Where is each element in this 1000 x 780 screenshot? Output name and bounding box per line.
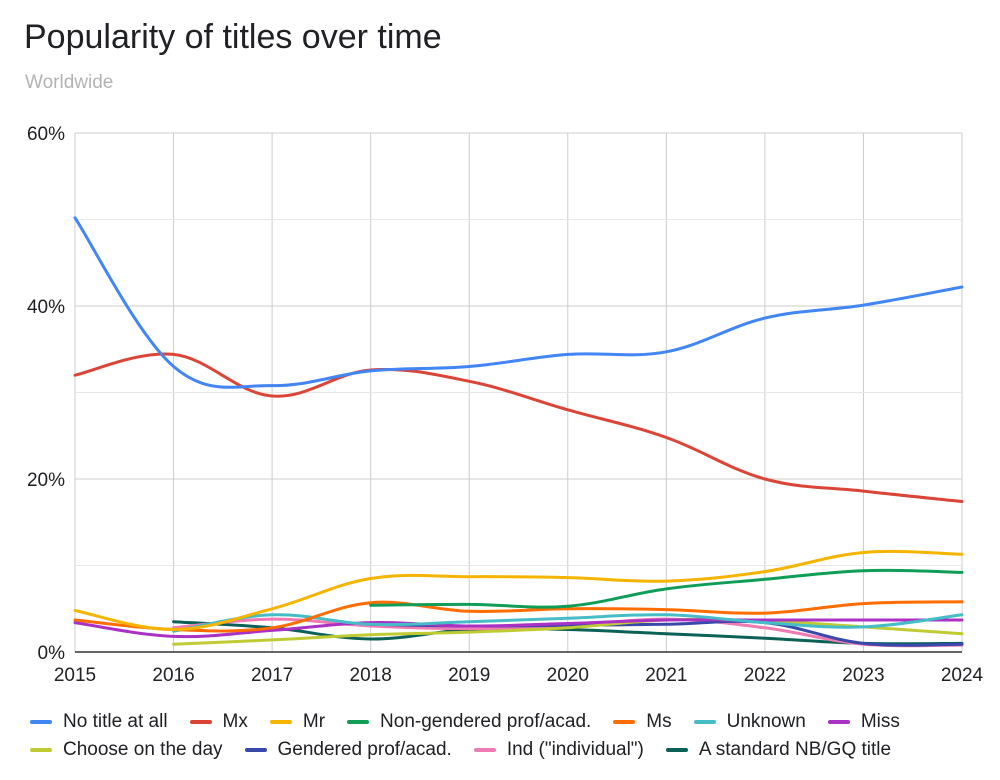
legend-label: No title at all <box>63 711 168 732</box>
y-tick-label: 20% <box>27 470 65 491</box>
legend-label: Miss <box>860 711 900 732</box>
y-tick-label: 60% <box>27 124 65 145</box>
legend-item[interactable]: Miss <box>827 711 900 733</box>
legend-label: Ms <box>646 711 672 732</box>
legend-label: A standard NB/GQ title <box>698 739 892 760</box>
legend-swatch <box>30 720 52 724</box>
legend-swatch <box>189 720 212 724</box>
legend-item[interactable]: Mx <box>189 711 248 733</box>
x-tick-label: 2015 <box>54 665 96 686</box>
series-line-ms <box>73 600 964 633</box>
chart-title: Popularity of titles over time <box>24 18 442 56</box>
x-tick-label: 2021 <box>645 665 687 686</box>
x-tick-labels: 2015 2016 2017 2018 2019 2020 2021 2022 2023 2024 <box>54 665 984 686</box>
legend-item[interactable]: A standard NB/GQ title <box>665 739 892 761</box>
x-tick-label: 2023 <box>842 665 884 686</box>
legend-swatch <box>269 720 292 724</box>
legend-row: Choose on the day Gendered prof/acad. Ind … <box>30 736 980 764</box>
y-tick-label: 40% <box>27 297 65 318</box>
legend-item[interactable]: Mr <box>269 711 326 733</box>
y-tick-label: 0% <box>38 643 66 664</box>
legend-label: Gendered prof/acad. <box>277 739 452 760</box>
series-line-unknown <box>172 613 964 633</box>
legend: No title at all Mx Mr Non-gendered prof/aca… <box>30 708 980 764</box>
legend-swatch <box>244 748 267 752</box>
legend-swatch <box>30 748 52 752</box>
x-tick-label: 2016 <box>152 665 194 686</box>
line-chart: 0% 20% 40% 60% 2015 2016 2017 2018 2019 2020 2021… <box>27 124 984 686</box>
legend-label: Mr <box>302 711 326 732</box>
legend-swatch <box>693 720 716 724</box>
series-lines <box>73 216 964 648</box>
legend-item[interactable]: Unknown <box>693 711 806 733</box>
x-tick-label: 2017 <box>251 665 293 686</box>
series-line-no-title-at-all <box>73 216 964 389</box>
legend-label: Ind ("individual") <box>506 739 644 760</box>
series-line-mx <box>73 352 964 503</box>
x-tick-label: 2024 <box>941 665 984 686</box>
legend-label: Choose on the day <box>63 739 223 760</box>
legend-item[interactable]: Gendered prof/acad. <box>244 739 452 761</box>
legend-swatch <box>665 748 688 752</box>
x-tick-label: 2022 <box>744 665 786 686</box>
series-line-miss <box>73 618 964 639</box>
x-tick-label: 2018 <box>350 665 392 686</box>
legend-item[interactable]: Non-gendered prof/acad. <box>347 711 591 733</box>
series-line-a-standard-nb-gq-title <box>172 620 964 646</box>
legend-label: Unknown <box>726 711 806 732</box>
legend-swatch <box>347 720 370 724</box>
y-tick-labels: 0% 20% 40% 60% <box>27 124 65 664</box>
legend-swatch <box>473 748 496 752</box>
x-tick-label: 2020 <box>547 665 589 686</box>
gridlines <box>74 132 963 653</box>
series-line-non-gendered-prof-acad <box>369 568 964 609</box>
legend-item[interactable]: Choose on the day <box>30 739 223 761</box>
legend-swatch <box>827 720 850 724</box>
legend-swatch <box>613 720 636 724</box>
legend-item[interactable]: Ms <box>613 711 672 733</box>
legend-item[interactable]: No title at all <box>30 711 168 733</box>
chart-subtitle: Worldwide <box>25 72 114 93</box>
series-line-mr <box>73 549 964 632</box>
legend-label: Non-gendered prof/acad. <box>380 711 592 732</box>
series-line-choose-on-the-day <box>172 617 964 646</box>
legend-item[interactable]: Ind ("individual") <box>473 739 644 761</box>
x-tick-label: 2019 <box>448 665 490 686</box>
legend-row: No title at all Mx Mr Non-gendered prof/aca… <box>30 708 980 736</box>
legend-label: Mx <box>222 711 248 732</box>
